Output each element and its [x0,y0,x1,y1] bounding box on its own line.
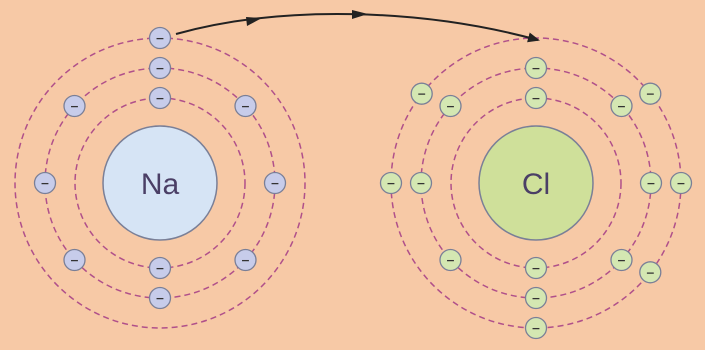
electron-circle [524,286,548,310]
electron-circle [63,248,86,272]
chlorine-atom: Cl − − − − − − − − − − − − − − − − [379,37,693,340]
electron-minus-sign: − [531,62,540,75]
cl-electron-shell2: − [524,286,548,310]
electron-circle [524,256,548,280]
cl-electron-shell2: − [639,171,663,195]
cl-electron-shell3: − [379,171,403,195]
cl-electron-shell2: − [610,94,633,118]
electron-minus-sign: − [70,100,79,113]
na-electron-shell2: − [234,94,257,118]
cl-electron-shell3: − [639,261,662,284]
na-nucleus-label: Na [141,168,180,201]
electron-circle [148,286,172,310]
na-electron-shell2: − [263,171,287,195]
electron-minus-sign: − [446,254,455,267]
electron-circle [379,171,403,195]
electron-minus-sign: − [417,88,426,101]
electron-minus-sign: − [386,177,395,190]
electron-circle [524,86,548,110]
electron-minus-sign: − [40,177,49,190]
electron-minus-sign: − [531,322,540,335]
arrow-midpoint-head-1 [246,17,262,26]
electron-circle [639,82,662,105]
cl-electron-shell2: − [439,94,462,118]
electron-circle [524,316,548,340]
cl-electron-shell1: − [524,86,548,110]
electron-circle [439,248,462,272]
electron-circle [409,171,433,195]
electron-circle [639,261,662,284]
electron-minus-sign: − [446,100,455,113]
electron-transfer-arrow [175,13,540,43]
electron-minus-sign: − [646,177,655,190]
na-electron-shell3: − [148,26,172,50]
electron-minus-sign: − [241,100,250,113]
electron-circle [439,94,462,118]
electron-circle [63,94,86,118]
cl-electron-shell2: − [524,56,548,80]
electron-circle [610,248,633,272]
na-nucleus [102,125,218,241]
electron-circle [234,248,257,272]
electron-circle [148,26,172,50]
cl-electron-shell3: − [410,82,433,105]
na-electron-shell1: − [148,86,172,110]
cl-electron-shell2: − [409,171,433,195]
na-electron-shell2: − [33,171,57,195]
cl-nucleus [478,125,594,241]
electron-minus-sign: − [155,262,164,275]
na-electrons: − − − − − − − − − − − [33,26,287,310]
electron-minus-sign: − [531,92,540,105]
electron-circle [669,171,693,195]
electron-minus-sign: − [241,254,250,267]
electron-circle [148,256,172,280]
sodium-atom: Na − − − − − − − − − − − [14,26,306,329]
cl-electron-shell3: − [524,316,548,340]
na-electron-shell2: − [63,248,86,272]
electron-circle [410,82,433,105]
na-electron-shell1: − [148,256,172,280]
electron-minus-sign: − [270,177,279,190]
electron-minus-sign: − [676,177,685,190]
electron-circle [234,94,257,118]
electron-minus-sign: − [155,92,164,105]
cl-electron-shell1: − [524,256,548,280]
electron-minus-sign: − [155,32,164,45]
electron-minus-sign: − [646,88,655,101]
electron-circle [639,171,663,195]
electron-minus-sign: − [617,254,626,267]
cl-electron-shell3: − [639,82,662,105]
cl-electron-shell2: − [610,248,633,272]
electron-minus-sign: − [531,262,540,275]
cl-electron-shell3: − [669,171,693,195]
electron-minus-sign: − [155,292,164,305]
electron-minus-sign: − [646,266,655,279]
arrow-midpoint-head-2 [352,10,368,19]
cl-nucleus-label: Cl [522,168,550,201]
electron-circle [148,86,172,110]
electron-circle [524,56,548,80]
electron-minus-sign: − [70,254,79,267]
electron-minus-sign: − [416,177,425,190]
electron-circle [148,56,172,80]
electron-minus-sign: − [155,62,164,75]
electron-circle [610,94,633,118]
cl-electron-shell2: − [439,248,462,272]
na-electron-shell2: − [63,94,86,118]
cl-electrons: − − − − − − − − − − − − − − − − [379,56,693,340]
electron-circle [263,171,287,195]
electron-minus-sign: − [531,292,540,305]
na-electron-shell2: − [234,248,257,272]
na-electron-shell2: − [148,286,172,310]
electron-minus-sign: − [617,100,626,113]
electron-circle [33,171,57,195]
na-electron-shell2: − [148,56,172,80]
